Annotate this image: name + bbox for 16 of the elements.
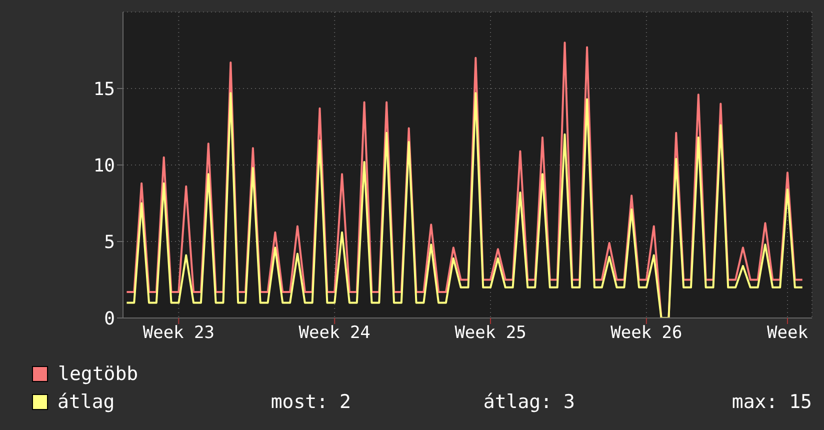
y-tick-label: 15 (93, 78, 115, 100)
x-tick-label: Week 24 (298, 323, 370, 344)
text: max: 15 (730, 391, 812, 413)
y-tick-label: 5 (104, 232, 115, 253)
text: átlag: 3 (483, 391, 576, 413)
text: most: 2 (270, 391, 352, 413)
y-tick-label: 0 (104, 308, 115, 330)
x-tick-label: Week 26 (610, 323, 682, 344)
line-series (126, 42, 804, 318)
legend-label: átlag (58, 391, 116, 413)
y-tick-label: 10 (93, 155, 115, 176)
x-tick-label: Week 23 (142, 323, 215, 344)
x-tick-label: Week (767, 323, 808, 344)
x-tick-label: Week 25 (454, 323, 526, 344)
line-series (126, 92, 804, 318)
legend-label: legtöbb (58, 363, 140, 385)
